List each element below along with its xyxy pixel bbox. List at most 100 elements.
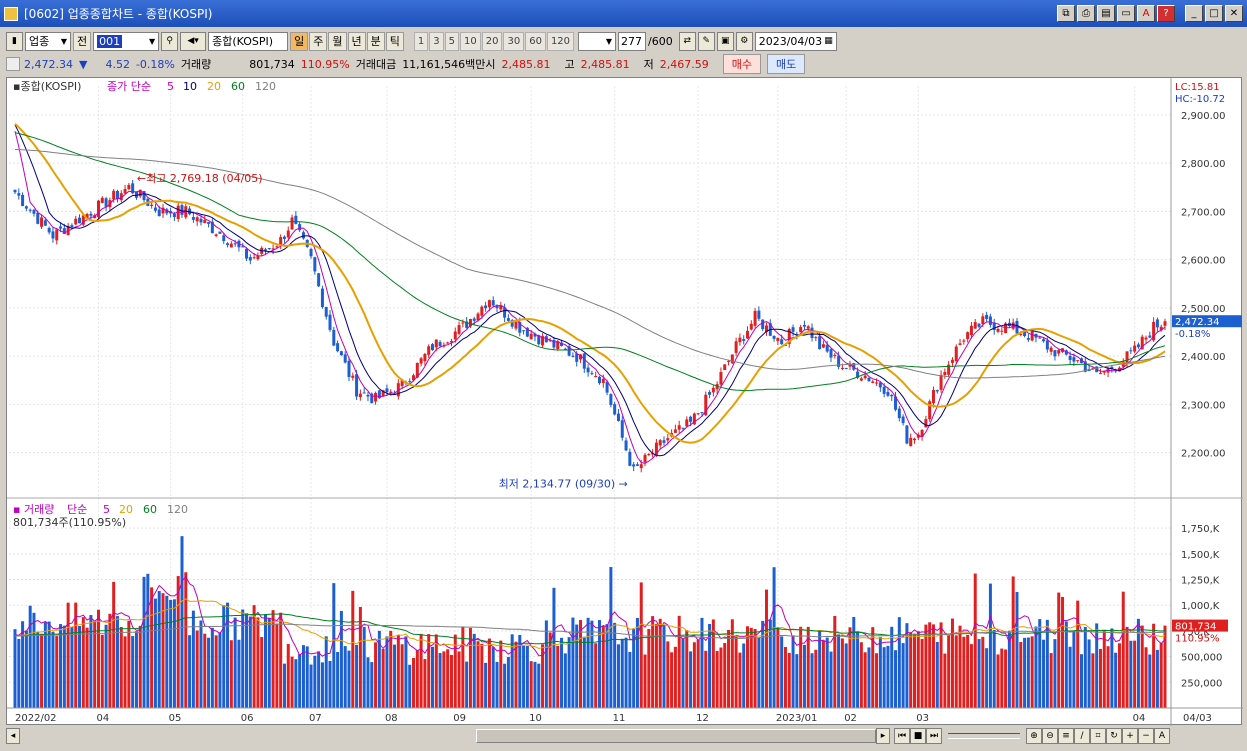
candle-body: [286, 230, 290, 238]
zoom-slider[interactable]: [948, 733, 1020, 739]
volume-bar: [1011, 576, 1015, 708]
period-button-2[interactable]: 월: [328, 31, 347, 51]
candle-body: [89, 213, 93, 216]
bottom-scrollbar[interactable]: ◂ ▸ ⏮ ■ ⏭ ⊕ ⊖ ≡ ∕ ⌗ ↻ + − A: [6, 727, 1242, 745]
bookmark-icon[interactable]: ▮: [6, 31, 23, 51]
period-button-5[interactable]: 틱: [385, 31, 404, 51]
search-icon[interactable]: ⚲: [161, 31, 179, 51]
last-price-tag: [1172, 315, 1242, 328]
candle-body: [377, 390, 381, 399]
maximize-button[interactable]: □: [1205, 5, 1223, 22]
interval-button-6[interactable]: 60: [525, 31, 546, 51]
interval-button-0[interactable]: 1: [413, 31, 429, 51]
screen-icon[interactable]: ▭: [1117, 5, 1135, 22]
volume-bar: [24, 630, 28, 708]
code-input[interactable]: 001 ▼: [93, 31, 160, 51]
candle-body: [1019, 333, 1023, 335]
calendar-icon[interactable]: ▦: [824, 36, 833, 46]
interval-button-4[interactable]: 20: [481, 31, 503, 51]
sell-button[interactable]: 매도: [767, 54, 806, 74]
expand-icon[interactable]: [6, 57, 20, 71]
scroll-left-icon[interactable]: ◂: [6, 728, 20, 744]
period-button-0[interactable]: 일: [290, 31, 309, 51]
type-icon[interactable]: ⌗: [1090, 728, 1106, 744]
last-icon[interactable]: ⏭: [926, 728, 942, 744]
low-note: 최저 2,134.77 (09/30) →: [499, 477, 628, 490]
volume-bar: [1026, 637, 1030, 708]
volume-tick-label: 250,000: [1181, 678, 1222, 689]
print-icon[interactable]: ⎙: [1077, 5, 1095, 22]
interval-button-7[interactable]: 120: [546, 31, 575, 51]
volume-bar: [78, 626, 82, 708]
draw-icon[interactable]: ∕: [1074, 728, 1090, 744]
candle-body: [510, 320, 514, 327]
interval-button-1[interactable]: 3: [429, 31, 444, 51]
help-icon[interactable]: ?: [1157, 5, 1175, 22]
font-size-icon[interactable]: A: [1154, 728, 1170, 744]
amount-value: 11,161,546백만: [402, 58, 486, 71]
volume-bar: [909, 632, 913, 708]
period-button-3[interactable]: 년: [347, 31, 366, 51]
close-button[interactable]: ✕: [1225, 5, 1243, 22]
volume-bar: [400, 644, 404, 708]
compare-icon[interactable]: ⇄: [678, 31, 696, 51]
refresh-icon[interactable]: ↻: [1106, 728, 1122, 744]
interval-button-5[interactable]: 30: [503, 31, 525, 51]
candle-body: [704, 394, 708, 416]
volume-bar: [89, 615, 93, 708]
link-icon[interactable]: ⧉: [1057, 5, 1075, 22]
plus-icon[interactable]: +: [1122, 728, 1138, 744]
candle-body: [1076, 360, 1080, 362]
scroll-thumb[interactable]: [476, 729, 876, 743]
volume-bar: [522, 645, 526, 708]
interval-select[interactable]: ▼: [578, 31, 617, 51]
volume-bar: [863, 652, 867, 708]
candle-body: [385, 388, 389, 393]
zoom-in-icon[interactable]: ⊕: [1026, 728, 1042, 744]
volume-bar: [1144, 647, 1148, 708]
font-icon[interactable]: A: [1137, 5, 1155, 22]
volume-bar: [434, 634, 438, 708]
interval-button-2[interactable]: 5: [444, 31, 459, 51]
volume-bar: [920, 638, 924, 708]
save-icon[interactable]: ▣: [716, 31, 734, 51]
volume-bar: [245, 612, 249, 708]
candle-body: [795, 334, 799, 336]
minus-icon[interactable]: −: [1138, 728, 1154, 744]
candle-body: [1136, 344, 1140, 348]
count-input[interactable]: 277: [618, 31, 647, 51]
tool-icon[interactable]: ✎: [697, 31, 715, 51]
volume-bar: [362, 626, 366, 708]
volume-bar: [267, 617, 271, 708]
gear-icon[interactable]: ⚙: [735, 31, 753, 51]
note-icon[interactable]: ▤: [1097, 5, 1115, 22]
stop-icon[interactable]: ■: [910, 728, 926, 744]
volume-bar: [123, 636, 127, 708]
volume-bar: [1053, 639, 1057, 708]
period-button-1[interactable]: 주: [309, 31, 328, 51]
candle-body: [203, 219, 207, 223]
chart-area[interactable]: 2,900.00 2,800.00 2,700.00 2,600.00 2,500.00…: [6, 77, 1243, 726]
speaker-icon[interactable]: ◀▾: [180, 31, 207, 51]
candle-body: [639, 464, 643, 469]
volume-bar: [814, 649, 818, 708]
candle-body: [654, 442, 658, 456]
stock-chart[interactable]: 2,900.00 2,800.00 2,700.00 2,600.00 2,500.00…: [7, 78, 1243, 726]
zoom-out-icon[interactable]: ⊖: [1042, 728, 1058, 744]
prefix-button[interactable]: 전: [73, 31, 92, 51]
minimize-button[interactable]: _: [1185, 5, 1203, 22]
fit-icon[interactable]: ≡: [1058, 728, 1074, 744]
candle-body: [1129, 350, 1133, 352]
first-icon[interactable]: ⏮: [894, 728, 910, 744]
market-select[interactable]: 업종 ▼: [25, 31, 71, 51]
volume-bar: [935, 641, 939, 708]
candle-body: [969, 325, 973, 336]
buy-button[interactable]: 매수: [722, 54, 761, 74]
interval-button-3[interactable]: 10: [460, 31, 481, 51]
scroll-right-icon[interactable]: ▸: [876, 728, 890, 744]
volume-bar: [503, 663, 507, 708]
candle-body: [662, 440, 666, 443]
period-button-4[interactable]: 분: [366, 31, 385, 51]
month-tick-label: 09: [453, 713, 466, 724]
date-input[interactable]: 2023/04/03 ▦: [754, 31, 837, 51]
